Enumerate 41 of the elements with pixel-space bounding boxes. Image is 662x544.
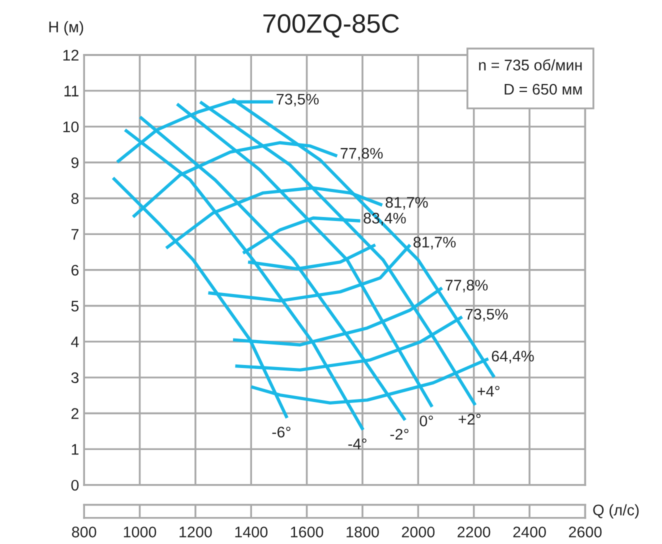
- line-series: [241, 216, 362, 255]
- series-label: 81,7%: [386, 196, 428, 210]
- y-tick-label: 5: [71, 300, 79, 312]
- y-tick-label: 10: [63, 121, 79, 132]
- y-tick-label: 9: [71, 157, 78, 168]
- series-label: -4°: [348, 438, 366, 450]
- series-label: -2°: [390, 428, 408, 440]
- y-tick-label: 11: [64, 86, 78, 96]
- y-axis-title: H (м): [49, 21, 84, 36]
- series-label: +2°: [458, 414, 481, 424]
- y-tick-label: 12: [63, 50, 78, 60]
- x-tick-label: 1800: [346, 526, 379, 538]
- y-tick-label: 7: [72, 229, 78, 240]
- series-label: 81,7%: [414, 236, 456, 250]
- x-tick-label: 2000: [402, 526, 435, 538]
- annotation: n = 735 об/мин D = 650 мм: [479, 59, 582, 95]
- series-label: 73,5%: [276, 94, 319, 106]
- y-tick-label: 2: [71, 408, 78, 419]
- series-label: 77,8%: [340, 148, 383, 161]
- x-tick-label: 2600: [568, 526, 602, 538]
- series-label: 77,8%: [446, 280, 488, 292]
- series-label: -6°: [272, 426, 290, 438]
- series-label: 73,5%: [466, 308, 508, 322]
- series-label: 64,4%: [492, 350, 534, 364]
- chart-title: 700ZQ-85C: [263, 14, 399, 38]
- y-tick-label: 8: [71, 193, 79, 204]
- x-tick-label: 1600: [290, 526, 324, 538]
- y-tick-label: 6: [71, 264, 79, 276]
- x-tick-label: 2200: [458, 526, 490, 538]
- x-tick-label: 2400: [513, 526, 546, 538]
- y-tick-label: 0: [71, 480, 79, 491]
- x-tick-label: 1000: [124, 526, 156, 538]
- y-tick-label: 4: [71, 336, 79, 348]
- y-tick-label: 3: [71, 372, 79, 384]
- x-axis-title: Q (л/с): [593, 504, 639, 518]
- x-tick-label: 1200: [180, 526, 212, 538]
- series-label: 0°: [420, 416, 433, 426]
- x-tick-label: 800: [72, 526, 96, 538]
- series-label: +4°: [478, 386, 500, 397]
- x-tick-label: 1400: [235, 526, 268, 538]
- y-tick-label: 1: [72, 444, 78, 455]
